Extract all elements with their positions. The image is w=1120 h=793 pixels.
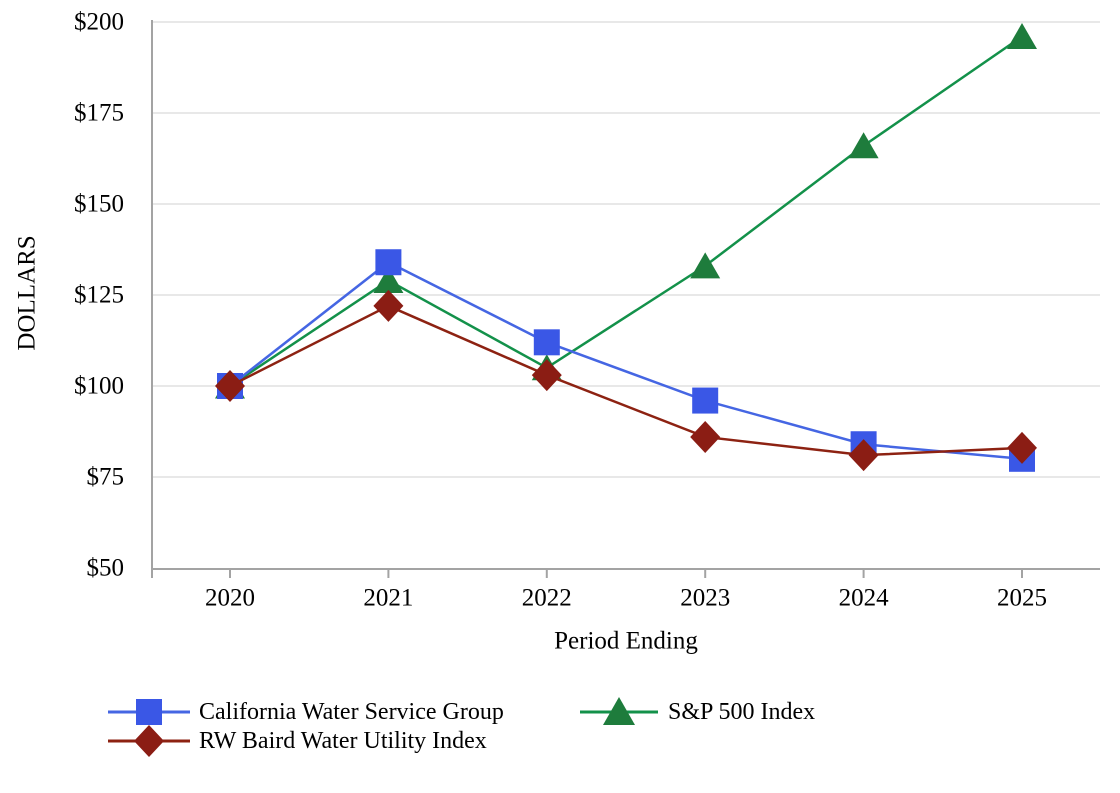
x-axis-labels: 2020 2021 2022 2023 2024 2025	[205, 585, 1047, 612]
y-tick-label-175: $175	[74, 100, 124, 127]
x-tick-label-2021: 2021	[363, 585, 413, 612]
legend-marker-diamond-icon	[134, 725, 164, 757]
y-tick-label-150: $150	[74, 191, 124, 218]
marker-triangle-s-p-500-index-2023	[690, 252, 721, 279]
x-axis-ticks	[151, 569, 1023, 578]
y-tick-label-200: $200	[74, 9, 124, 36]
y-tick-label-100: $100	[74, 373, 124, 400]
y-tick-label-75: $75	[87, 464, 125, 491]
y-tick-label-50: $50	[87, 555, 125, 582]
marker-diamond-rw-baird-water-utility-index-2025	[1007, 431, 1037, 464]
x-tick-label-2025: 2025	[997, 585, 1047, 612]
series-line-california-water-service-group	[229, 260, 1023, 461]
legend: California Water Service Group S&P 500 I…	[108, 697, 815, 757]
legend-marker-square-icon	[136, 699, 162, 725]
y-axis-title: DOLLARS	[14, 235, 41, 350]
marker-diamond-rw-baird-water-utility-index-2022	[531, 359, 562, 392]
x-tick-label-2024: 2024	[839, 585, 890, 612]
x-axis-title: Period Ending	[554, 628, 698, 655]
axes	[151, 20, 1100, 578]
marker-triangle-s-p-500-index-2021	[373, 266, 404, 293]
y-axis-labels: $50 $75 $100 $125 $150 $175 $200	[74, 9, 124, 582]
x-tick-label-2022: 2022	[522, 585, 572, 612]
legend-marker-triangle-icon	[603, 697, 635, 725]
legend-label-rw-baird-water-utility-index: RW Baird Water Utility Index	[199, 728, 487, 754]
legend-label-sp-500-index: S&P 500 Index	[668, 699, 815, 725]
legend-item-rw-baird-water-utility-index: RW Baird Water Utility Index	[108, 725, 487, 757]
marker-square-california-water-service-group-2023	[692, 387, 719, 414]
marker-square-california-water-service-group-2022	[533, 329, 560, 356]
series-line-s-p-500-index	[229, 35, 1023, 388]
marker-diamond-rw-baird-water-utility-index-2024	[848, 439, 879, 472]
marker-square-california-water-service-group-2021	[375, 249, 402, 276]
x-tick-label-2020: 2020	[205, 585, 255, 612]
gridlines	[152, 21, 1100, 478]
series-layer	[215, 23, 1037, 472]
marker-diamond-rw-baird-water-utility-index-2021	[373, 289, 404, 322]
legend-label-california-water-service-group: California Water Service Group	[199, 699, 504, 725]
legend-item-sp-500-index: S&P 500 Index	[580, 697, 815, 725]
series-line-rw-baird-water-utility-index	[229, 304, 1023, 457]
legend-item-california-water-service-group: California Water Service Group	[108, 699, 504, 725]
x-tick-label-2023: 2023	[680, 585, 730, 612]
marker-triangle-s-p-500-index-2024	[848, 132, 879, 159]
marker-diamond-rw-baird-water-utility-index-2023	[690, 420, 721, 453]
marker-triangle-s-p-500-index-2025	[1007, 23, 1037, 50]
y-tick-label-125: $125	[74, 282, 124, 309]
marker-diamond-rw-baird-water-utility-index-2020	[215, 370, 245, 402]
